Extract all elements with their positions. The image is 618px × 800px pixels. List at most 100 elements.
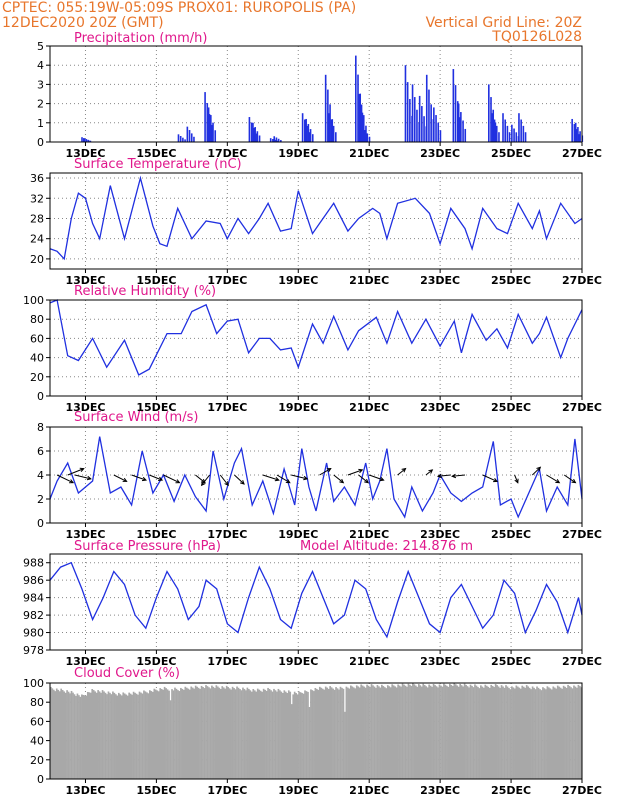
precip-bar bbox=[311, 134, 314, 142]
cloud-bar bbox=[299, 692, 302, 779]
cloud-bar bbox=[524, 687, 527, 779]
precip-bar bbox=[418, 95, 421, 142]
precip-bar bbox=[520, 119, 522, 142]
cloud-bar bbox=[188, 689, 191, 779]
cloud-bar bbox=[330, 687, 333, 779]
precip-bar bbox=[327, 89, 329, 142]
series-line bbox=[49, 175, 583, 261]
cloud-bar bbox=[109, 692, 111, 779]
cloud-bar bbox=[97, 690, 99, 779]
cloud-bar bbox=[444, 684, 447, 779]
cloud-bar bbox=[531, 686, 534, 779]
precip-bar bbox=[305, 118, 307, 142]
precip-bar bbox=[577, 134, 580, 142]
cloud-bar bbox=[75, 695, 77, 779]
cloud-bar bbox=[497, 686, 500, 779]
cloud-bar bbox=[292, 694, 295, 779]
cloud-bar bbox=[426, 687, 429, 779]
precip-bar bbox=[406, 82, 409, 142]
cloud-bar bbox=[354, 688, 357, 779]
precip-bar bbox=[513, 128, 515, 142]
cloud-bar bbox=[280, 691, 283, 779]
x-tick-label: 15DEC bbox=[136, 147, 176, 160]
wind-vector bbox=[437, 474, 451, 477]
wind-vector bbox=[358, 474, 369, 484]
cloud-bar bbox=[243, 688, 246, 779]
wind-vector bbox=[291, 474, 308, 480]
y-tick-label: 0 bbox=[37, 773, 44, 786]
cloud-bar bbox=[488, 687, 491, 779]
cloud-bar bbox=[125, 694, 128, 779]
y-tick-label: 28 bbox=[30, 212, 44, 225]
wind-vector bbox=[131, 474, 147, 481]
cloud-bar bbox=[528, 687, 531, 779]
y-tick-label: 2 bbox=[37, 98, 44, 111]
precip-bar bbox=[276, 140, 279, 142]
wind-vector bbox=[195, 474, 206, 484]
wind-vector-head bbox=[428, 469, 434, 474]
precip-bar bbox=[258, 135, 261, 142]
cloud-bar bbox=[347, 687, 349, 779]
precip-bar bbox=[85, 139, 87, 142]
cloud-bar bbox=[277, 688, 280, 779]
cloud-bar bbox=[363, 686, 365, 779]
precip-bar bbox=[577, 127, 579, 142]
y-tick-label: 978 bbox=[23, 644, 44, 657]
cloud-bar bbox=[409, 684, 411, 779]
cloud-bar bbox=[270, 690, 272, 779]
x-tick-label: 21DEC bbox=[349, 147, 389, 160]
cloud-bar bbox=[221, 686, 224, 779]
precip-bar bbox=[464, 128, 467, 142]
panel-title: Surface Wind (m/s) bbox=[74, 410, 198, 425]
cloud-bar bbox=[224, 688, 227, 779]
y-tick-label: 984 bbox=[23, 592, 44, 605]
precip-bar bbox=[411, 84, 414, 142]
precip-bar bbox=[177, 134, 180, 142]
cloud-bar bbox=[394, 686, 396, 779]
cloud-bar bbox=[284, 691, 287, 779]
precip-bar bbox=[214, 130, 217, 142]
cloud-bar bbox=[150, 691, 153, 779]
x-tick-label: 17DEC bbox=[207, 528, 247, 541]
cloud-bar bbox=[326, 687, 329, 779]
cloud-bar bbox=[131, 694, 133, 779]
precip-bar bbox=[324, 74, 327, 142]
cloud-bar bbox=[271, 691, 274, 779]
y-tick-label: 32 bbox=[30, 192, 44, 205]
cloud-bar bbox=[107, 691, 110, 779]
precip-bar bbox=[355, 55, 357, 142]
x-tick-label: 25DEC bbox=[491, 401, 531, 414]
precip-bar bbox=[280, 140, 282, 142]
cloud-bar bbox=[63, 691, 65, 779]
x-tick-label: 23DEC bbox=[420, 784, 460, 797]
precip-bar bbox=[462, 120, 464, 142]
precip-bar bbox=[494, 122, 497, 142]
precip-bar bbox=[425, 74, 428, 142]
cloud-bar bbox=[539, 689, 541, 779]
wind-vector-head bbox=[536, 466, 542, 472]
y-tick-label: 982 bbox=[23, 609, 44, 622]
cloud-bar bbox=[123, 693, 126, 779]
cloud-bar bbox=[120, 695, 123, 779]
precip-bar bbox=[364, 130, 366, 142]
y-tick-label: 24 bbox=[30, 233, 44, 246]
cloud-bar bbox=[327, 688, 330, 779]
precip-bar bbox=[459, 117, 461, 142]
wind-vector bbox=[262, 474, 279, 481]
wind-vector-head bbox=[451, 473, 457, 479]
cloud-bar bbox=[154, 689, 157, 779]
cloud-bar bbox=[55, 688, 58, 779]
cloud-bar bbox=[373, 686, 376, 779]
cloud-bar bbox=[317, 689, 320, 779]
precip-bar bbox=[454, 85, 457, 142]
header-grid-line-note: Vertical Grid Line: 20Z bbox=[426, 15, 582, 31]
y-tick-label: 20 bbox=[30, 371, 44, 384]
y-tick-label: 980 bbox=[23, 627, 44, 640]
cloud-bar bbox=[216, 686, 219, 779]
cloud-bar bbox=[314, 687, 317, 779]
cloud-bar bbox=[369, 686, 371, 779]
cloud-bar bbox=[579, 686, 581, 779]
cloud-bar bbox=[233, 688, 235, 779]
cloud-bar bbox=[88, 692, 91, 779]
wind-vector-head bbox=[274, 476, 280, 482]
